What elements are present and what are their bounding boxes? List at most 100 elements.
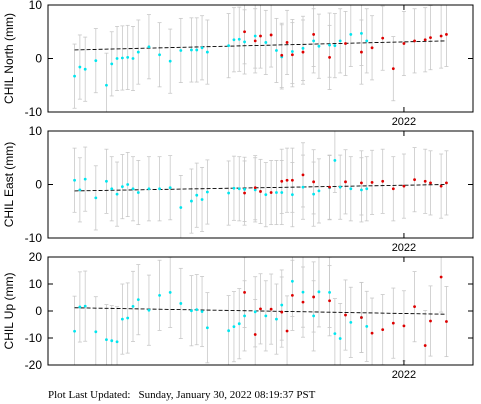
data-point — [253, 39, 257, 43]
y-axis-label: CHIL North (mm) — [2, 13, 16, 104]
data-point — [179, 49, 183, 52]
data-point — [83, 67, 87, 71]
data-point — [280, 179, 284, 183]
data-point — [205, 50, 209, 54]
data-point — [402, 42, 406, 45]
data-point — [328, 185, 331, 189]
data-point — [423, 344, 427, 347]
y-tick-label: -10 — [25, 331, 43, 345]
data-point — [136, 298, 140, 302]
data-point — [83, 304, 87, 308]
data-point — [115, 340, 119, 344]
data-point — [317, 189, 321, 193]
data-point — [232, 186, 236, 190]
y-tick-label: 10 — [29, 124, 43, 138]
data-point — [285, 329, 289, 333]
y-axis-label: CHIL Up (mm) — [2, 273, 16, 350]
data-point — [200, 46, 204, 50]
data-point — [253, 186, 257, 190]
footer: Plot Last Updated: Sunday, January 30, 20… — [48, 389, 315, 401]
data-point — [179, 206, 183, 209]
data-point — [338, 337, 342, 340]
data-point — [147, 187, 151, 191]
data-point — [168, 290, 172, 294]
data-point — [227, 44, 231, 48]
data-point — [391, 321, 395, 325]
data-point — [131, 187, 135, 191]
data-point — [423, 179, 427, 183]
y-tick-label: -20 — [25, 358, 43, 372]
y-tick-label: 10 — [29, 277, 43, 291]
data-point — [344, 313, 347, 317]
data-point — [78, 305, 82, 309]
data-point — [73, 329, 76, 333]
data-point — [126, 183, 130, 186]
data-point — [105, 338, 108, 342]
data-point — [190, 48, 193, 52]
data-point — [439, 275, 443, 279]
data-point — [413, 178, 416, 182]
data-point — [243, 191, 246, 195]
data-point — [264, 193, 268, 197]
data-point — [312, 33, 316, 36]
data-point — [344, 180, 347, 184]
data-point — [110, 187, 114, 191]
data-point — [269, 33, 273, 37]
data-point — [195, 308, 199, 312]
data-point — [365, 187, 369, 191]
data-point — [445, 181, 448, 185]
data-point — [429, 181, 432, 185]
data-point — [365, 39, 369, 43]
data-point — [370, 180, 374, 184]
x-tick-label: 2022 — [392, 369, 416, 381]
data-point — [168, 186, 172, 190]
data-point — [136, 191, 140, 194]
data-point — [328, 43, 331, 47]
data-point — [360, 188, 363, 192]
data-point — [205, 190, 209, 194]
data-point — [290, 193, 294, 197]
data-point — [243, 30, 246, 34]
data-point — [259, 307, 262, 311]
data-point — [227, 191, 231, 195]
data-point — [413, 305, 416, 309]
data-point — [179, 302, 183, 305]
data-point — [243, 187, 246, 191]
data-point — [232, 38, 236, 42]
y-tick-label: 0 — [35, 304, 42, 318]
data-point — [439, 184, 443, 188]
data-point — [120, 317, 124, 321]
data-point — [94, 196, 98, 200]
data-point — [344, 42, 347, 45]
data-point — [158, 187, 161, 191]
data-point — [290, 50, 294, 53]
data-point — [147, 45, 151, 49]
data-point — [328, 299, 331, 303]
data-point — [110, 62, 114, 66]
data-point — [381, 328, 385, 332]
data-point — [269, 191, 273, 194]
data-point — [195, 48, 199, 52]
data-point — [83, 177, 87, 181]
data-point — [290, 53, 294, 57]
data-point — [259, 34, 262, 38]
data-point — [338, 185, 342, 189]
east-panel: -10 0 10 2022 CHIL East (mm) — [2, 124, 474, 254]
data-point — [360, 181, 363, 185]
data-point — [126, 316, 130, 320]
data-point — [360, 316, 363, 319]
data-point — [237, 322, 241, 326]
data-point — [94, 59, 98, 63]
data-point — [349, 187, 353, 191]
data-point — [429, 36, 432, 40]
y-tick-label: 0 — [35, 178, 42, 192]
data-point — [264, 41, 268, 44]
data-point — [285, 41, 289, 44]
data-point — [73, 178, 76, 182]
data-point — [253, 188, 257, 192]
data-point — [280, 191, 284, 194]
data-point — [110, 339, 114, 343]
data-point — [280, 53, 284, 57]
data-point — [333, 159, 337, 162]
data-point — [328, 290, 331, 294]
